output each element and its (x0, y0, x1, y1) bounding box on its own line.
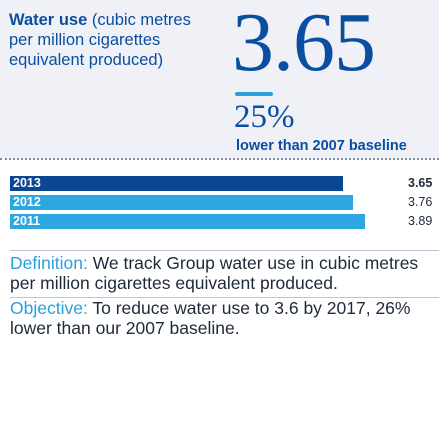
dotted-separator (0, 158, 439, 160)
metric-title-unit: (cubic metres per million cigarettes equ… (9, 11, 191, 69)
change-percent: 25% (234, 99, 295, 135)
bar-value-label: 3.76 (408, 195, 433, 209)
objective-text: To reduce water use to 3.6 by 2017, 26% … (10, 298, 411, 338)
bar-row-2012: 2012 3.76 (10, 195, 439, 210)
bar-2013: 2013 (10, 176, 343, 191)
separator-line-2 (10, 297, 439, 298)
bar-category-label: 2012 (13, 195, 41, 209)
objective-label: Objective: (10, 298, 88, 318)
metric-title: Water use (cubic metres per million ciga… (9, 10, 219, 70)
bar-row-2013: 2013 3.65 (10, 176, 439, 191)
metric-title-bold: Water use (9, 11, 88, 29)
accent-line (235, 92, 273, 96)
definition-text: We track Group water use in cubic metres… (10, 253, 419, 293)
metric-value: 3.65 (232, 0, 376, 89)
change-caption: lower than 2007 baseline (236, 138, 407, 154)
bar-2011: 2011 (10, 214, 365, 229)
separator-line (10, 250, 439, 251)
bar-2012: 2012 (10, 195, 353, 210)
bar-category-label: 2011 (13, 214, 41, 228)
bar-value-label: 3.89 (408, 214, 433, 228)
definition-label: Definition: (10, 253, 88, 273)
bar-category-label: 2013 (13, 176, 41, 190)
definition-block: Definition: We track Group water use in … (10, 253, 439, 293)
bar-chart: 2013 3.65 2012 3.76 2011 3.89 (10, 176, 439, 236)
bar-value-label: 3.65 (408, 176, 433, 190)
kpi-header-panel (0, 0, 439, 158)
bar-row-2011: 2011 3.89 (10, 214, 439, 229)
objective-block: Objective: To reduce water use to 3.6 by… (10, 298, 439, 338)
